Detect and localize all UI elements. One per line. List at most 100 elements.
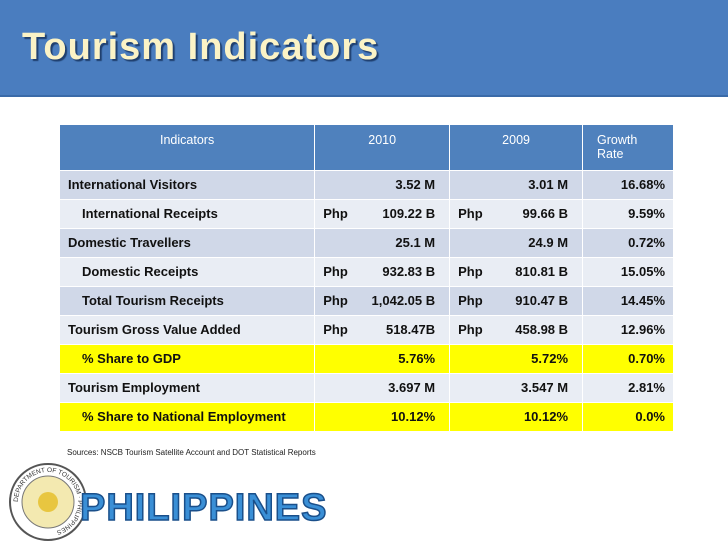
row-label: Total Tourism Receipts	[60, 285, 316, 315]
row-label: Domestic Receipts	[60, 256, 316, 286]
currency: Php	[458, 206, 483, 221]
value-wrap: 5.72%	[458, 351, 574, 366]
table-row: Tourism Gross Value Added Php 518.47B Php 45…	[60, 314, 674, 344]
value-wrap: Php 932.83 B	[323, 264, 441, 279]
source-note: Sources: NSCB Tourism Satellite Account …	[67, 448, 316, 457]
amount: 5.72%	[531, 351, 569, 366]
value-cell: 3.01 M	[449, 169, 584, 199]
row-label: Domestic Travellers	[60, 227, 316, 257]
growth-rate: 0.70%	[582, 343, 674, 373]
amount: 109.22 B	[382, 206, 436, 221]
currency: Php	[458, 293, 483, 308]
row-label: % Share to GDP	[60, 343, 316, 373]
amount: 458.98 B	[515, 322, 569, 337]
growth-rate: 2.81%	[582, 372, 674, 402]
row-label: % Share to National Employment	[60, 401, 316, 431]
value-cell: 25.1 M	[314, 227, 451, 257]
amount: 10.12%	[391, 409, 436, 425]
row-label: International Visitors	[60, 169, 316, 199]
indicators-table: Indicators 2010 2009 Growth Rate Internatio…	[60, 125, 674, 431]
header-row: Indicators 2010 2009 Growth Rate	[60, 125, 674, 170]
table-row: Total Tourism Receipts Php 1,042.05 B Php 91…	[60, 285, 674, 315]
amount: 3.547 M	[521, 380, 569, 395]
slide-title: Tourism Indicators	[22, 26, 380, 68]
value-wrap: Php 910.47 B	[458, 293, 574, 308]
growth-rate: 14.45%	[582, 285, 674, 315]
logo-text: PHILIPPINES	[80, 487, 328, 529]
value-wrap: Php 1,042.05 B	[323, 293, 441, 308]
column-header: Indicators	[60, 125, 316, 170]
table-row: Domestic Receipts Php 932.83 B Php 810.81 B 1…	[60, 256, 674, 286]
value-wrap: Php 99.66 B	[458, 206, 574, 221]
value-cell: 3.697 M	[314, 372, 451, 402]
amount: 24.9 M	[528, 235, 569, 250]
value-wrap: 10.12%	[323, 409, 441, 424]
value-wrap: 24.9 M	[458, 235, 574, 250]
value-wrap: 25.1 M	[323, 235, 441, 250]
amount: 25.1 M	[395, 235, 436, 250]
row-label: International Receipts	[60, 198, 316, 228]
value-cell: Php 1,042.05 B	[314, 285, 451, 315]
table-row: % Share to GDP 5.76% 5.72% 0.70%	[60, 343, 674, 373]
growth-rate: 9.59%	[582, 198, 674, 228]
value-wrap: 3.52 M	[323, 177, 441, 192]
value-wrap: 5.76%	[323, 351, 441, 366]
value-wrap: 10.12%	[458, 409, 574, 424]
value-cell: Php 910.47 B	[449, 285, 584, 315]
table-row: % Share to National Employment 10.12% 10.1…	[60, 401, 674, 431]
value-cell: 3.52 M	[314, 169, 451, 199]
value-cell: Php 518.47B	[314, 314, 451, 344]
amount: 810.81 B	[515, 264, 569, 279]
table-body: International Visitors 3.52 M 3.01 M 16.68%…	[60, 169, 674, 431]
value-cell: Php 458.98 B	[449, 314, 584, 344]
seal-sun	[38, 492, 58, 512]
table-row: Domestic Travellers 25.1 M 24.9 M 0.72%	[60, 227, 674, 257]
value-cell: 3.547 M	[449, 372, 584, 402]
footer-logos: DEPARTMENT OF TOURISM · PHILIPPINES PHIL…	[9, 463, 328, 541]
column-header: 2009	[449, 125, 584, 170]
amount: 932.83 B	[382, 264, 436, 279]
value-wrap: 3.547 M	[458, 380, 574, 395]
value-wrap: Php 518.47B	[323, 322, 441, 337]
value-cell: 10.12%	[314, 401, 451, 431]
growth-rate: 15.05%	[582, 256, 674, 286]
table-row: Tourism Employment 3.697 M 3.547 M 2.81%	[60, 372, 674, 402]
value-cell: Php 932.83 B	[314, 256, 451, 286]
growth-rate: 0.72%	[582, 227, 674, 257]
currency: Php	[323, 206, 348, 221]
value-wrap: Php 810.81 B	[458, 264, 574, 279]
currency: Php	[323, 322, 348, 337]
amount: 3.52 M	[395, 177, 436, 192]
growth-rate: 16.68%	[582, 169, 674, 199]
value-cell: Php 99.66 B	[449, 198, 584, 228]
amount: 10.12%	[523, 409, 569, 425]
currency: Php	[323, 293, 348, 308]
value-cell: 10.12%	[449, 401, 584, 431]
amount: 3.697 M	[388, 380, 436, 395]
currency: Php	[323, 264, 348, 279]
amount: 910.47 B	[515, 293, 569, 308]
amount: 5.76%	[398, 351, 436, 366]
table-row: International Visitors 3.52 M 3.01 M 16.68%	[60, 169, 674, 199]
amount: 518.47B	[385, 322, 436, 337]
row-label: Tourism Employment	[60, 372, 316, 402]
amount: 1,042.05 B	[371, 293, 436, 308]
currency: Php	[458, 322, 483, 337]
value-cell: Php 109.22 B	[314, 198, 451, 228]
value-cell: 24.9 M	[449, 227, 584, 257]
column-header: 2010	[314, 125, 451, 170]
value-wrap: 3.01 M	[458, 177, 574, 192]
value-wrap: Php 458.98 B	[458, 322, 574, 337]
growth-rate: 0.0%	[582, 401, 674, 431]
currency: Php	[458, 264, 483, 279]
table-row: International Receipts Php 109.22 B Php 99.6…	[60, 198, 674, 228]
title-bar	[0, 0, 728, 97]
growth-rate: 12.96%	[582, 314, 674, 344]
amount: 3.01 M	[528, 177, 569, 192]
value-wrap: Php 109.22 B	[323, 206, 441, 221]
row-label: Tourism Gross Value Added	[60, 314, 316, 344]
column-header: Growth Rate	[582, 125, 674, 170]
amount: 99.66 B	[522, 206, 569, 221]
value-cell: 5.76%	[314, 343, 451, 373]
